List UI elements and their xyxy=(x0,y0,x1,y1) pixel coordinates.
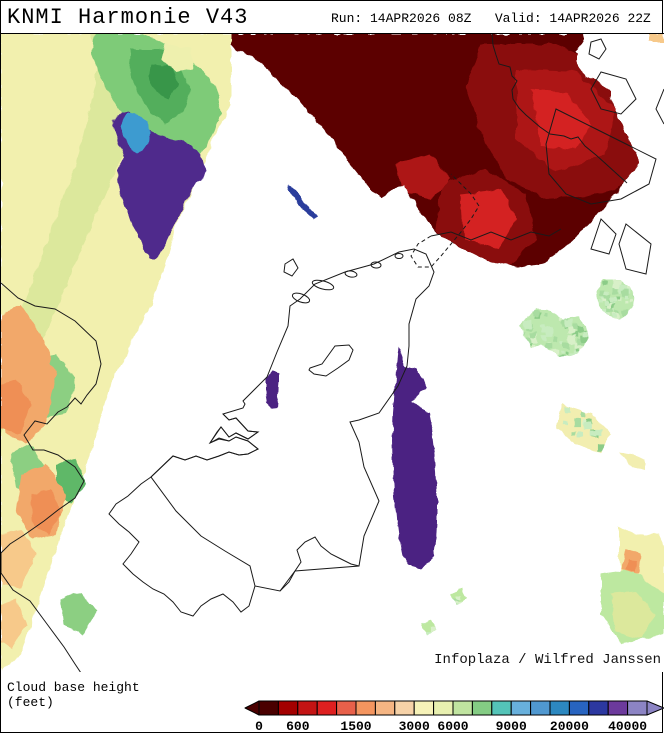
svg-text:40000: 40000 xyxy=(608,719,647,734)
svg-text:600: 600 xyxy=(286,719,310,734)
svg-text:0: 0 xyxy=(255,719,263,734)
svg-text:1500: 1500 xyxy=(340,719,371,734)
svg-text:6000: 6000 xyxy=(437,719,468,734)
svg-text:3000: 3000 xyxy=(399,719,430,734)
svg-text:9000: 9000 xyxy=(496,719,527,734)
svg-text:20000: 20000 xyxy=(550,719,589,734)
